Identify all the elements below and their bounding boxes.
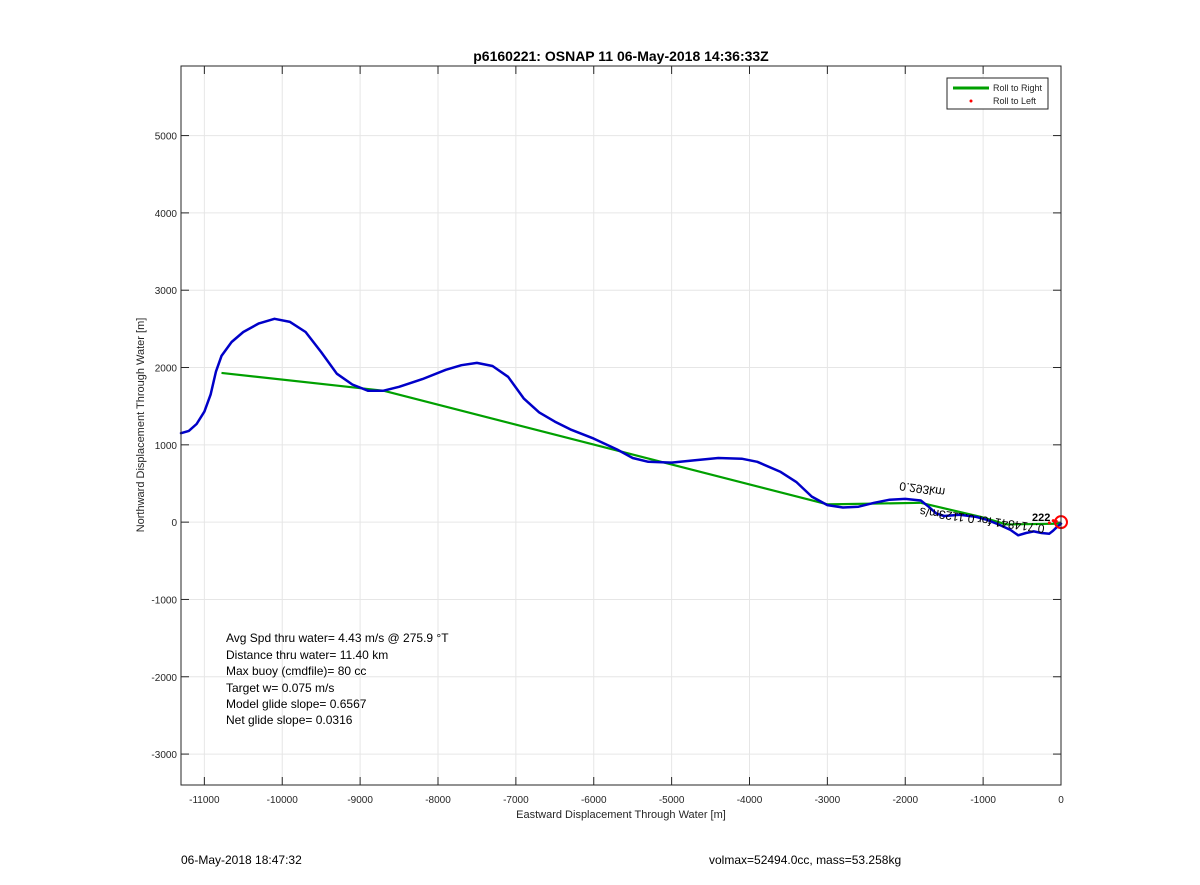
x-tick-label: -2000	[892, 795, 918, 806]
roll-to-right-segment	[383, 389, 828, 506]
roll-to-left-point	[1051, 519, 1055, 523]
x-tick-label: -8000	[425, 795, 451, 806]
x-tick-label: -6000	[581, 795, 607, 806]
stat-model-glide: Model glide slope= 0.6567	[226, 697, 367, 711]
track-line	[179, 317, 1063, 537]
ticks: -11000 -10000 -9000 -8000 -7000 -6000 -5000 -40…	[151, 66, 1064, 806]
footer-timestamp: 06-May-2018 18:47:32	[181, 853, 302, 867]
footer-info: volmax=52494.0cc, mass=53.258kg	[709, 853, 902, 867]
x-tick-label: -11000	[189, 795, 220, 806]
y-tick-label: 4000	[155, 209, 178, 220]
roll-to-right-segment	[221, 371, 384, 392]
stat-net-glide: Net glide slope= 0.0316	[226, 713, 353, 727]
legend: Roll to Right Roll to Left	[946, 77, 1049, 110]
y-tick-label: 0	[171, 518, 177, 529]
legend-dot-icon	[969, 99, 973, 103]
surface-distance-label: 0.293km	[898, 479, 946, 499]
x-axis-label: Eastward Displacement Through Water [m]	[516, 809, 726, 821]
roll-to-left-point	[1047, 521, 1051, 525]
y-axis-label: Northward Displacement Through Water [m]	[135, 318, 147, 533]
x-tick-label: -10000	[267, 795, 299, 806]
stat-max-buoy: Max buoy (cmdfile)= 80 cc	[226, 664, 366, 678]
y-tick-label: 1000	[155, 441, 178, 452]
x-tick-label: -3000	[815, 795, 841, 806]
plot-frame	[180, 65, 1062, 786]
y-tick-label: 3000	[155, 286, 178, 297]
legend-box	[946, 77, 1049, 110]
plot-layer	[179, 317, 1068, 537]
x-tick-label: -7000	[503, 795, 529, 806]
y-tick-label: -2000	[151, 673, 177, 684]
legend-label-left: Roll to Left	[993, 96, 1037, 106]
plot-area	[181, 66, 1061, 785]
x-tick-label: 0	[1058, 795, 1064, 806]
roll-to-right-segment	[1006, 522, 1062, 526]
stat-distance: Distance thru water= 11.40 km	[226, 648, 388, 662]
x-tick-label: -1000	[970, 795, 996, 806]
x-tick-label: -4000	[737, 795, 763, 806]
roll-to-right-segment	[920, 501, 984, 519]
x-tick-label: -5000	[659, 795, 685, 806]
grid	[181, 66, 1062, 785]
x-tick-label: -9000	[347, 795, 373, 806]
stat-target-w: Target w= 0.075 m/s	[226, 681, 334, 695]
chart-title: p6160221: OSNAP 11 06-May-2018 14:36:33Z	[473, 48, 769, 64]
y-tick-label: -3000	[151, 750, 177, 761]
legend-label-right: Roll to Right	[993, 83, 1043, 93]
surface-clutter-label: 222	[1032, 512, 1050, 524]
stat-avg-speed: Avg Spd thru water= 4.43 m/s @ 275.9 °T	[226, 631, 449, 645]
stats-annotations: Avg Spd thru water= 4.43 m/s @ 275.9 °T …	[226, 631, 449, 727]
y-tick-label: 5000	[155, 132, 178, 143]
y-tick-label: -1000	[151, 595, 177, 606]
y-tick-label: 2000	[155, 364, 178, 375]
